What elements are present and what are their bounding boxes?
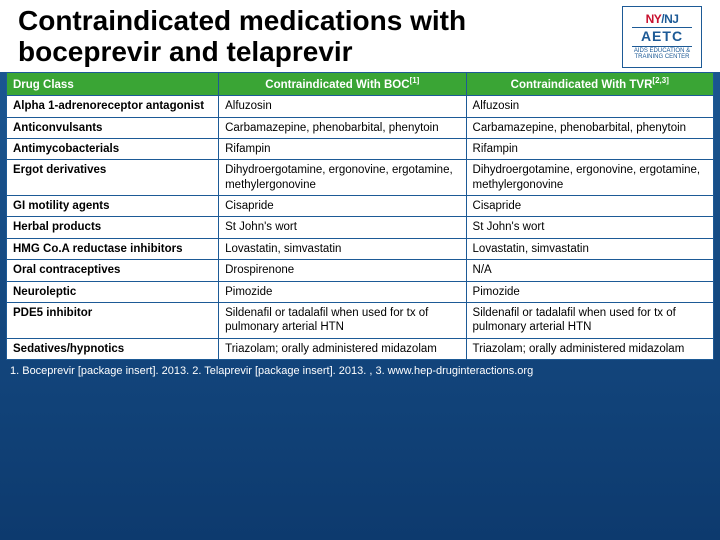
logo-top: NY/NJ: [646, 13, 679, 26]
cell-tvr: Pimozide: [466, 281, 713, 302]
cell-drug-class: Anticonvulsants: [7, 117, 219, 138]
title-bar: Contraindicated medications with bocepre…: [0, 0, 720, 72]
table-body: Alpha 1-adrenoreceptor antagonistAlfuzos…: [7, 96, 714, 360]
table-row: AntimycobacterialsRifampinRifampin: [7, 138, 714, 159]
contraindications-table: Drug Class Contraindicated With BOC[1] C…: [6, 72, 714, 360]
table-row: Alpha 1-adrenoreceptor antagonistAlfuzos…: [7, 96, 714, 117]
col-header-tvr: Contraindicated With TVR[2,3]: [466, 73, 713, 96]
cell-drug-class: GI motility agents: [7, 196, 219, 217]
table-row: NeurolepticPimozidePimozide: [7, 281, 714, 302]
table-row: Sedatives/hypnoticsTriazolam; orally adm…: [7, 338, 714, 359]
table-row: Ergot derivativesDihydroergotamine, ergo…: [7, 160, 714, 196]
cell-boc: Cisapride: [219, 196, 466, 217]
cell-tvr: N/A: [466, 260, 713, 281]
cell-drug-class: PDE5 inhibitor: [7, 302, 219, 338]
table-row: Herbal productsSt John's wortSt John's w…: [7, 217, 714, 238]
cell-boc: St John's wort: [219, 217, 466, 238]
cell-tvr: Rifampin: [466, 138, 713, 159]
cell-boc: Rifampin: [219, 138, 466, 159]
cell-boc: Dihydroergotamine, ergonovine, ergotamin…: [219, 160, 466, 196]
cell-tvr: Sildenafil or tadalafil when used for tx…: [466, 302, 713, 338]
logo-divider: [632, 46, 692, 47]
cell-tvr: Dihydroergotamine, ergonovine, ergotamin…: [466, 160, 713, 196]
cell-drug-class: Alpha 1-adrenoreceptor antagonist: [7, 96, 219, 117]
page-title: Contraindicated medications with bocepre…: [18, 6, 614, 68]
footnote: 1. Boceprevir [package insert]. 2013. 2.…: [0, 360, 720, 377]
logo-aetc: AETC: [641, 29, 683, 44]
col-header-label: Contraindicated With TVR: [511, 79, 653, 91]
cell-drug-class: Antimycobacterials: [7, 138, 219, 159]
table-row: HMG Co.A reductase inhibitorsLovastatin,…: [7, 238, 714, 259]
table-container: Drug Class Contraindicated With BOC[1] C…: [0, 72, 720, 360]
logo-ny: NY: [646, 12, 662, 26]
cell-drug-class: Herbal products: [7, 217, 219, 238]
table-header-row: Drug Class Contraindicated With BOC[1] C…: [7, 73, 714, 96]
table-row: AnticonvulsantsCarbamazepine, phenobarbi…: [7, 117, 714, 138]
cell-drug-class: HMG Co.A reductase inhibitors: [7, 238, 219, 259]
cell-drug-class: Neuroleptic: [7, 281, 219, 302]
cell-drug-class: Ergot derivatives: [7, 160, 219, 196]
cell-tvr: Cisapride: [466, 196, 713, 217]
cell-tvr: Carbamazepine, phenobarbital, phenytoin: [466, 117, 713, 138]
col-header-sup: [2,3]: [652, 76, 668, 85]
cell-drug-class: Sedatives/hypnotics: [7, 338, 219, 359]
col-header-sup: [1]: [410, 76, 420, 85]
nynj-aetc-logo: NY/NJ AETC AIDS EDUCATION & TRAINING CEN…: [622, 6, 702, 68]
table-row: PDE5 inhibitorSildenafil or tadalafil wh…: [7, 302, 714, 338]
cell-boc: Sildenafil or tadalafil when used for tx…: [219, 302, 466, 338]
logo-nj: NJ: [664, 12, 678, 26]
col-header-boc: Contraindicated With BOC[1]: [219, 73, 466, 96]
cell-tvr: Lovastatin, simvastatin: [466, 238, 713, 259]
cell-boc: Pimozide: [219, 281, 466, 302]
cell-boc: Carbamazepine, phenobarbital, phenytoin: [219, 117, 466, 138]
col-header-label: Drug Class: [13, 79, 74, 91]
cell-boc: Triazolam; orally administered midazolam: [219, 338, 466, 359]
logo-sub: AIDS EDUCATION & TRAINING CENTER: [625, 48, 699, 61]
col-header-drug-class: Drug Class: [7, 73, 219, 96]
cell-tvr: Triazolam; orally administered midazolam: [466, 338, 713, 359]
cell-tvr: Alfuzosin: [466, 96, 713, 117]
cell-drug-class: Oral contraceptives: [7, 260, 219, 281]
cell-boc: Drospirenone: [219, 260, 466, 281]
cell-tvr: St John's wort: [466, 217, 713, 238]
cell-boc: Lovastatin, simvastatin: [219, 238, 466, 259]
table-row: GI motility agentsCisaprideCisapride: [7, 196, 714, 217]
col-header-label: Contraindicated With BOC: [265, 79, 409, 91]
cell-boc: Alfuzosin: [219, 96, 466, 117]
table-row: Oral contraceptivesDrospirenoneN/A: [7, 260, 714, 281]
